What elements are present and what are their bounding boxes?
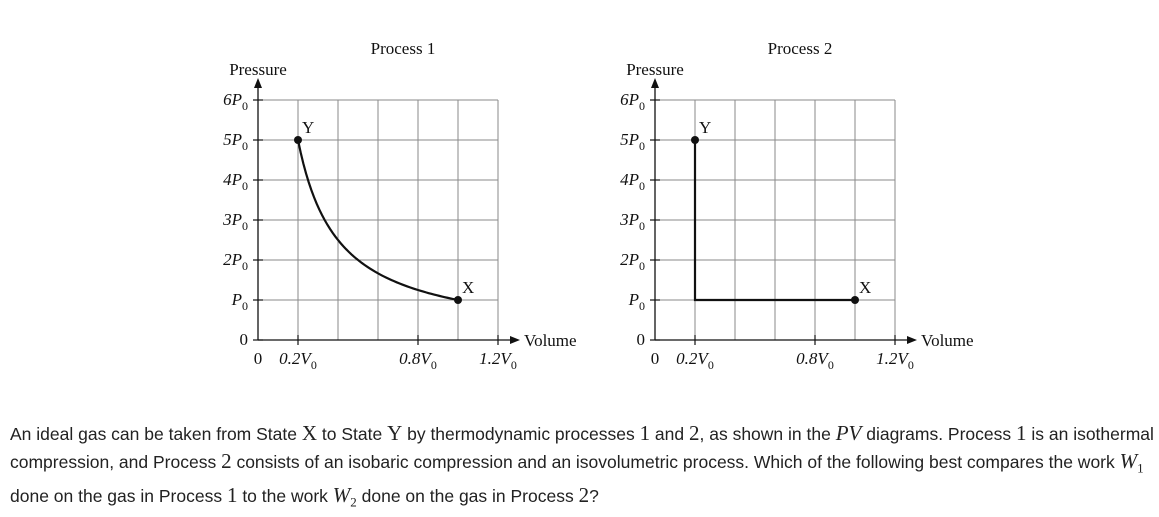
y-tick-label: 5P0 — [223, 130, 248, 153]
y-tick-label: 2P0 — [620, 250, 645, 273]
y-axis-title: Pressure — [229, 60, 287, 79]
y-tick-label: 2P0 — [223, 250, 248, 273]
state-point — [851, 296, 859, 304]
x-tick-label: 0.8V0 — [399, 349, 437, 372]
y-tick-label: 5P0 — [620, 130, 645, 153]
chart-title: Process 2 — [768, 39, 833, 58]
x-tick-label: 0.8V0 — [796, 349, 834, 372]
state-point-label: Y — [302, 118, 314, 137]
y-tick-label: 0 — [240, 330, 249, 349]
process-2-pv-diagram: 0 P0 2P0 3P0 4P0 5P0 6P0 0 0.2V0 0.8V0 1.2V0 Proces… — [619, 39, 973, 372]
process-path — [296, 139, 459, 302]
state-point — [691, 136, 699, 144]
question-text: An ideal gas can be taken from State X t… — [10, 421, 1154, 509]
x-tick-label: 0 — [651, 349, 660, 368]
chart-title: Process 1 — [371, 39, 436, 58]
y-axis-arrow — [254, 78, 262, 88]
y-tick-label: P0 — [231, 290, 248, 313]
state-point-label: X — [859, 278, 871, 297]
y-tick-label: P0 — [628, 290, 645, 313]
y-tick-label: 3P0 — [222, 210, 248, 233]
pv-diagrams-figure: 0 P0 2P0 3P0 4P0 5P0 6P0 0 0.2V0 0.8V0 1.2V0 Proces… — [222, 39, 973, 372]
x-tick-label: 0 — [254, 349, 263, 368]
y-tick-label: 6P0 — [223, 90, 248, 113]
y-tick-label: 4P0 — [223, 170, 248, 193]
y-tick-label: 0 — [637, 330, 646, 349]
state-point-label: X — [462, 278, 474, 297]
x-axis-title: Volume — [524, 331, 577, 350]
state-point — [294, 136, 302, 144]
x-tick-label: 0.2V0 — [676, 349, 714, 372]
state-point-label: Y — [699, 118, 711, 137]
x-axis-arrow — [907, 336, 917, 344]
y-axis-title: Pressure — [626, 60, 684, 79]
x-tick-label: 1.2V0 — [479, 349, 517, 372]
y-tick-label: 4P0 — [620, 170, 645, 193]
state-point — [454, 296, 462, 304]
process-path — [693, 140, 855, 302]
x-axis-title: Volume — [921, 331, 974, 350]
y-axis-arrow — [651, 78, 659, 88]
process-1-pv-diagram: 0 P0 2P0 3P0 4P0 5P0 6P0 0 0.2V0 0.8V0 1.2V0 Proces… — [222, 39, 576, 372]
x-tick-label: 1.2V0 — [876, 349, 914, 372]
y-tick-label: 3P0 — [619, 210, 645, 233]
x-axis-arrow — [510, 336, 520, 344]
y-tick-label: 6P0 — [620, 90, 645, 113]
x-tick-label: 0.2V0 — [279, 349, 317, 372]
